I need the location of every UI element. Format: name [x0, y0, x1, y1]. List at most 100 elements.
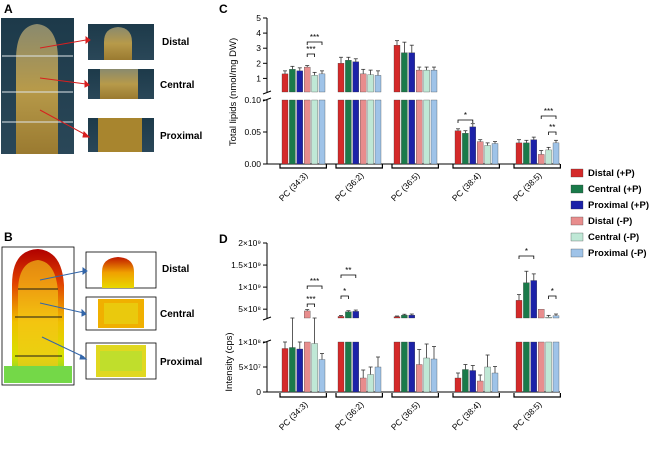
- significance-bracket: [518, 255, 535, 259]
- panel-a-label-proximal: Proximal: [160, 131, 202, 142]
- bar: [374, 99, 382, 165]
- panel-letter-c: C: [219, 2, 228, 16]
- significance-label: ***: [306, 45, 315, 54]
- y-tick-label: 5×10⁷: [239, 362, 261, 372]
- bar: [477, 141, 484, 165]
- bar: [484, 145, 491, 165]
- significance-bracket: [306, 41, 323, 45]
- bar: [337, 316, 345, 319]
- bar: [416, 99, 423, 165]
- bar: [393, 341, 401, 393]
- bar: [311, 75, 318, 93]
- x-tick-label: PC (36:2): [333, 170, 366, 203]
- y-tick-label: 0.00: [244, 159, 261, 169]
- bar: [401, 341, 408, 393]
- bar: [545, 316, 552, 319]
- y-tick-label: 1×10⁹: [238, 282, 261, 292]
- bar: [311, 99, 318, 165]
- bar: [345, 99, 352, 165]
- legend-swatch: [570, 248, 584, 258]
- significance-label: ***: [310, 33, 319, 42]
- bar: [462, 133, 469, 165]
- bar: [360, 99, 367, 165]
- significance-bracket: [340, 295, 349, 299]
- panel-a-label-central: Central: [160, 80, 195, 91]
- group-bracket: [513, 164, 561, 169]
- bar: [538, 154, 545, 165]
- y-tick-label: 1.5×10⁹: [231, 260, 261, 270]
- x-tick-label: PC (38:5): [511, 399, 544, 432]
- x-tick-label: PC (36:2): [333, 399, 366, 432]
- x-tick-label: PC (34:3): [277, 399, 310, 432]
- axis-break-mark: [262, 316, 272, 321]
- bar: [304, 341, 311, 393]
- bar: [416, 364, 423, 393]
- significance-bracket: [548, 295, 557, 299]
- group-bracket: [452, 393, 500, 398]
- bar: [345, 60, 352, 93]
- bar: [401, 99, 408, 165]
- legend-swatch: [570, 184, 584, 194]
- bar: [393, 45, 401, 93]
- x-tick-label: PC (34:3): [277, 170, 310, 203]
- bar: [281, 99, 289, 165]
- bar: [337, 99, 345, 165]
- panel-b-label-proximal: Proximal: [160, 357, 202, 368]
- group-bracket: [279, 164, 327, 169]
- y-tick-label: 2×10⁹: [238, 238, 261, 248]
- bar: [454, 377, 462, 393]
- y-tick-label: 5: [256, 13, 261, 23]
- legend-swatch: [570, 200, 584, 210]
- panel-a-tiles: [88, 24, 154, 152]
- bar: [296, 70, 303, 93]
- panel-letter-b: B: [4, 230, 13, 244]
- bar: [311, 343, 318, 393]
- bar: [408, 341, 415, 393]
- bar: [423, 69, 430, 93]
- y-tick-label: 1: [256, 73, 261, 83]
- y-axis-label: Intensity (cps): [224, 332, 235, 391]
- bar: [289, 69, 296, 93]
- bar: [538, 341, 545, 393]
- bar: [281, 73, 289, 93]
- bar: [545, 149, 552, 165]
- bar: [523, 341, 530, 393]
- legend-label: Central (+P): [588, 184, 642, 195]
- group-bracket: [335, 164, 383, 169]
- significance-label: *: [343, 287, 346, 296]
- bar: [430, 358, 438, 393]
- bar: [552, 315, 560, 319]
- bar: [462, 369, 469, 393]
- legend-swatch: [570, 232, 584, 242]
- bar: [352, 99, 359, 165]
- bar: [304, 310, 311, 319]
- panel-a-arrows: [39, 36, 91, 138]
- significance-bracket: [548, 131, 557, 135]
- significance-label: ***: [306, 295, 315, 304]
- bar: [345, 341, 352, 393]
- bar: [552, 142, 560, 165]
- legend-label: Distal (-P): [588, 216, 632, 227]
- bar: [281, 348, 289, 393]
- bar: [318, 359, 326, 393]
- x-tick-label: PC (38:4): [450, 170, 483, 203]
- x-tick-label: PC (36:5): [389, 399, 422, 432]
- significance-label: *: [464, 111, 467, 120]
- y-tick-label: 1×10⁸: [238, 337, 261, 347]
- bar: [477, 380, 484, 393]
- y-axis-label: Total lipids (nmol/mg DW): [228, 38, 239, 146]
- chart-d: 0 5×10⁷ 1×10⁸ 5×10⁸ 1×10⁹ 1.5×10⁹ 2×10⁹ Intensi…: [224, 238, 561, 432]
- panel-b-label-central: Central: [160, 309, 195, 320]
- bar: [408, 99, 415, 165]
- bar: [318, 99, 326, 165]
- bar: [552, 341, 560, 393]
- bar: [360, 377, 367, 393]
- legend-label: Distal (+P): [588, 168, 635, 179]
- group-bracket: [391, 164, 439, 169]
- bar: [289, 347, 296, 393]
- y-tick-label: 3: [256, 43, 261, 53]
- bar: [430, 69, 438, 93]
- x-tick-label: PC (38:4): [450, 399, 483, 432]
- bar: [416, 69, 423, 93]
